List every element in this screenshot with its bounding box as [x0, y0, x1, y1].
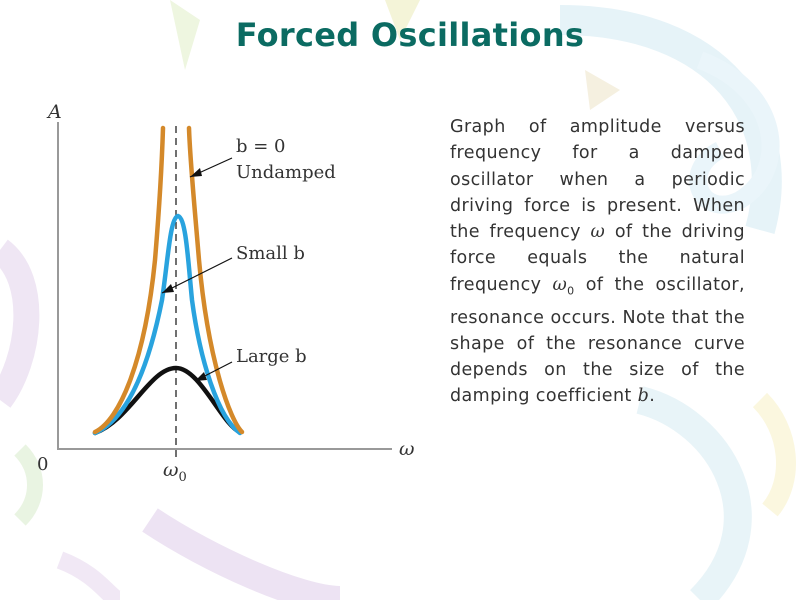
- page-title: Forced Oscillations: [235, 16, 585, 54]
- undamped-label-line1: b = 0: [236, 136, 286, 157]
- large-b-label: Large b: [236, 346, 307, 367]
- origin-label: 0: [37, 454, 48, 475]
- description-text: Graph of amplitude versus frequency for …: [450, 117, 746, 407]
- undamped-pointer: [189, 157, 233, 178]
- large-b-pointer: [194, 361, 233, 382]
- small-b-pointer: [161, 257, 233, 294]
- x-axis-label: ω: [399, 438, 415, 460]
- small-b-curve: [92, 213, 243, 436]
- small-b-label: Small b: [236, 243, 305, 264]
- undamped-label-line2: Undamped: [236, 162, 336, 183]
- y-axis-label: A: [46, 101, 62, 123]
- undamped-right-curve: [186, 125, 245, 435]
- omega0-label: ω0: [163, 459, 187, 485]
- undamped-left-curve: [92, 125, 166, 435]
